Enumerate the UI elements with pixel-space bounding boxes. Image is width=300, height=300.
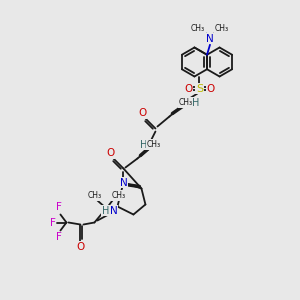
Text: N: N xyxy=(206,34,214,44)
Text: N: N xyxy=(148,140,155,149)
Text: N: N xyxy=(182,98,189,107)
Text: H: H xyxy=(192,98,199,107)
Text: F: F xyxy=(50,218,56,227)
Text: CH₃: CH₃ xyxy=(111,191,125,200)
Text: F: F xyxy=(56,202,62,212)
Text: CH₃: CH₃ xyxy=(178,98,193,107)
Text: F: F xyxy=(56,232,62,242)
Text: CH₃: CH₃ xyxy=(87,191,101,200)
Text: H: H xyxy=(102,206,109,215)
Text: O: O xyxy=(184,83,193,94)
Text: N: N xyxy=(120,178,127,188)
Text: S: S xyxy=(196,83,203,94)
Text: CH₃: CH₃ xyxy=(146,140,161,149)
Text: N: N xyxy=(110,206,117,215)
Text: O: O xyxy=(76,242,85,251)
Text: CH₃: CH₃ xyxy=(215,24,229,33)
Text: O: O xyxy=(138,109,147,118)
Text: O: O xyxy=(206,83,214,94)
Text: H: H xyxy=(140,140,147,149)
Text: CH₃: CH₃ xyxy=(191,24,205,33)
Text: O: O xyxy=(106,148,115,158)
